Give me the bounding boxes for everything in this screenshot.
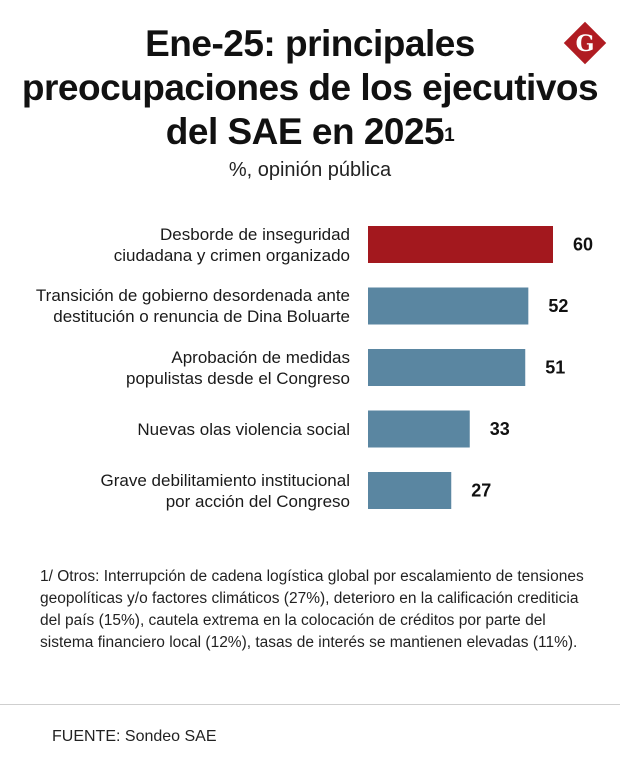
value-label-2: 51 — [545, 358, 565, 378]
category-label-1-line-1: destitución o renuncia de Dina Boluarte — [53, 307, 350, 326]
bar-4 — [368, 472, 452, 509]
bar-0 — [368, 226, 553, 263]
gestion-logo-icon: G — [563, 21, 607, 65]
title-line-3: del SAE en 20251 — [20, 110, 600, 154]
category-label-2: Aprobación de medidas populistas desde el… — [0, 347, 350, 389]
category-label-0-line-0: Desborde de inseguridad — [160, 224, 350, 244]
value-label-1: 52 — [548, 296, 568, 316]
footnote: 1/ Otros: Interrupción de cadena logísti… — [40, 568, 584, 651]
title-line-3-text: del SAE en 2025 — [165, 111, 445, 152]
logo-letter: G — [576, 31, 595, 57]
source-text: FUENTE: Sondeo SAE — [52, 728, 217, 745]
bar-1 — [368, 287, 529, 325]
title-line-2: preocupaciones de los ejecutivos — [21, 67, 599, 108]
category-label-4: Grave debilitamiento institucional por ac… — [0, 470, 350, 512]
value-label-0: 60 — [573, 235, 593, 255]
chart-subtitle: %, opinión pública — [228, 159, 392, 181]
category-label-1-line-0: Transición de gobierno desordenada ante — [35, 286, 350, 305]
category-label-1: Transición de gobierno desordenada ante d… — [0, 285, 350, 327]
divider — [0, 704, 620, 705]
value-label-4: 27 — [471, 481, 491, 501]
value-label-3: 33 — [490, 419, 510, 439]
category-label-2-line-1: populistas desde el Congreso — [126, 368, 350, 388]
category-label-2-line-0: Aprobación de medidas — [171, 347, 350, 367]
bar-chart: 60 52 51 33 27 — [368, 226, 593, 509]
title-footnote-mark: 1 — [444, 125, 455, 146]
category-label-3-line-0: Nuevas olas violencia social — [137, 419, 350, 439]
category-label-4-line-1: por acción del Congreso — [165, 491, 350, 511]
title-line-1: Ene-25: principales — [145, 23, 475, 64]
category-label-4-line-0: Grave debilitamiento institucional — [100, 470, 350, 490]
category-label-0: Desborde de inseguridad ciudadana y crime… — [0, 224, 350, 266]
chart-title: Ene-25: principales preocupaciones de lo… — [20, 22, 600, 154]
category-label-3: Nuevas olas violencia social — [0, 419, 350, 440]
bar-3 — [368, 410, 470, 448]
bar-2 — [368, 349, 526, 386]
category-label-0-line-1: ciudadana y crimen organizado — [113, 245, 350, 265]
